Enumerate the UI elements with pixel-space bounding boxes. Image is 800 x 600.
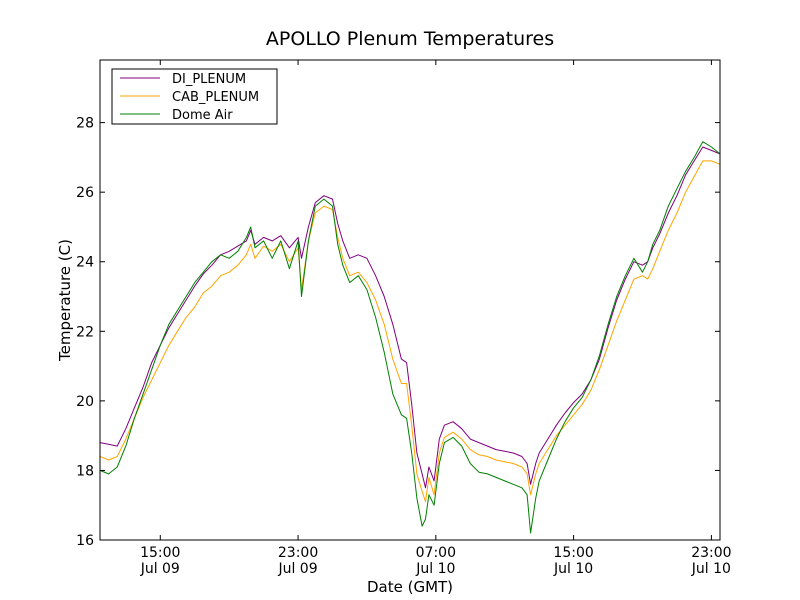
- x-tick-label-date: Jul 09: [277, 561, 317, 577]
- y-tick-label: 20: [76, 394, 94, 410]
- series-line-dome-air: [100, 141, 720, 534]
- x-tick-label-date: Jul 10: [691, 561, 731, 577]
- legend-label: CAB_PLENUM: [172, 90, 259, 105]
- legend-label: Dome Air: [172, 108, 233, 123]
- x-tick-label-time: 07:00: [416, 545, 456, 561]
- x-tick-label-date: Jul 10: [553, 561, 593, 577]
- y-tick-label: 24: [76, 255, 94, 271]
- chart-title: APOLLO Plenum Temperatures: [266, 28, 554, 50]
- y-tick-label: 16: [76, 533, 94, 549]
- series-layer: [100, 141, 720, 534]
- x-tick-label-time: 23:00: [691, 545, 731, 561]
- x-tick-label-time: 15:00: [140, 545, 180, 561]
- plot-area: [100, 60, 720, 540]
- x-axis-label: Date (GMT): [367, 578, 453, 596]
- y-axis-ticks: 16 18 20 22 24 26 28: [76, 116, 720, 549]
- x-tick-label-date: Jul 10: [415, 561, 455, 577]
- y-tick-label: 18: [76, 463, 94, 479]
- x-tick-label-time: 15:00: [553, 545, 593, 561]
- x-tick-label-time: 23:00: [278, 545, 318, 561]
- legend: DI_PLENUM CAB_PLENUM Dome Air: [111, 68, 278, 125]
- y-tick-label: 28: [76, 116, 94, 132]
- y-axis-label: Temperature (C): [56, 239, 74, 362]
- y-tick-label: 26: [76, 185, 94, 201]
- y-tick-label: 22: [76, 324, 94, 340]
- plot-frame: [99, 59, 721, 541]
- legend-label: DI_PLENUM: [172, 72, 246, 87]
- series-line-cab-plenum: [100, 160, 720, 503]
- x-tick-label-date: Jul 09: [140, 561, 180, 577]
